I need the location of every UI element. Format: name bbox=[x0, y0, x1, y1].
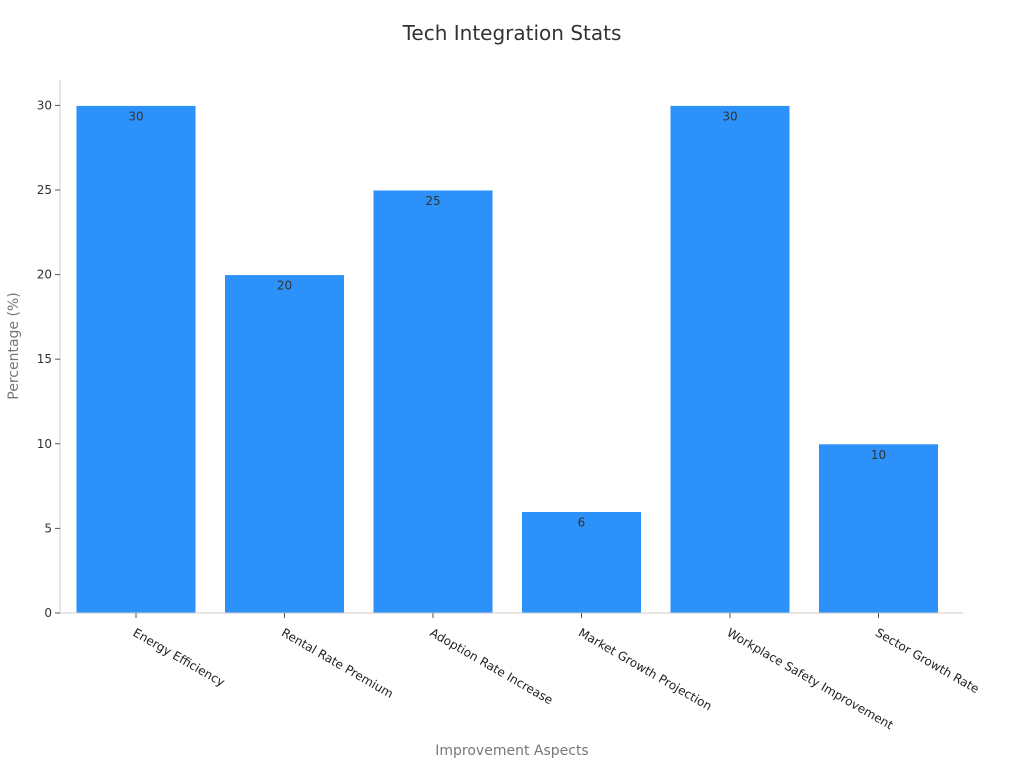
x-tick-label: Market Growth Projection bbox=[576, 625, 714, 713]
bars: 30 20 25 6 30 10 bbox=[75, 104, 939, 614]
x-tick-label: Adoption Rate Increase bbox=[428, 625, 556, 707]
bar bbox=[521, 510, 642, 614]
bar-value-label: 25 bbox=[425, 194, 440, 208]
y-axis-title: Percentage (%) bbox=[6, 292, 22, 399]
x-tick-label: Sector Growth Rate bbox=[873, 625, 981, 696]
y-axis: 0 5 10 15 20 25 30 bbox=[37, 80, 61, 620]
bar bbox=[224, 274, 345, 614]
y-tick-label: 10 bbox=[37, 437, 52, 451]
bar-value-label: 10 bbox=[871, 448, 886, 462]
y-tick-label: 0 bbox=[44, 606, 52, 620]
x-axis: Energy Efficiency Rental Rate Premium Adop… bbox=[60, 612, 981, 732]
x-axis-title: Improvement Aspects bbox=[435, 743, 588, 759]
y-tick-label: 15 bbox=[37, 352, 52, 366]
bar-value-label: 30 bbox=[128, 109, 143, 123]
bar bbox=[669, 104, 791, 614]
x-tick-label: Energy Efficiency bbox=[131, 625, 228, 689]
bar bbox=[372, 189, 494, 614]
chart-title: Tech Integration Stats bbox=[402, 21, 622, 45]
y-tick-label: 20 bbox=[37, 268, 52, 282]
x-tick-label: Rental Rate Premium bbox=[279, 625, 396, 700]
bar-value-label: 20 bbox=[277, 279, 292, 293]
bar-value-label: 30 bbox=[722, 109, 737, 123]
y-tick-label: 25 bbox=[37, 183, 52, 197]
y-tick-label: 30 bbox=[37, 98, 52, 112]
bar-value-label: 6 bbox=[578, 515, 586, 529]
bar bbox=[75, 104, 197, 614]
x-tick-label: Workplace Safety Improvement bbox=[725, 625, 896, 732]
bar bbox=[818, 443, 939, 614]
y-tick-label: 5 bbox=[44, 521, 52, 535]
